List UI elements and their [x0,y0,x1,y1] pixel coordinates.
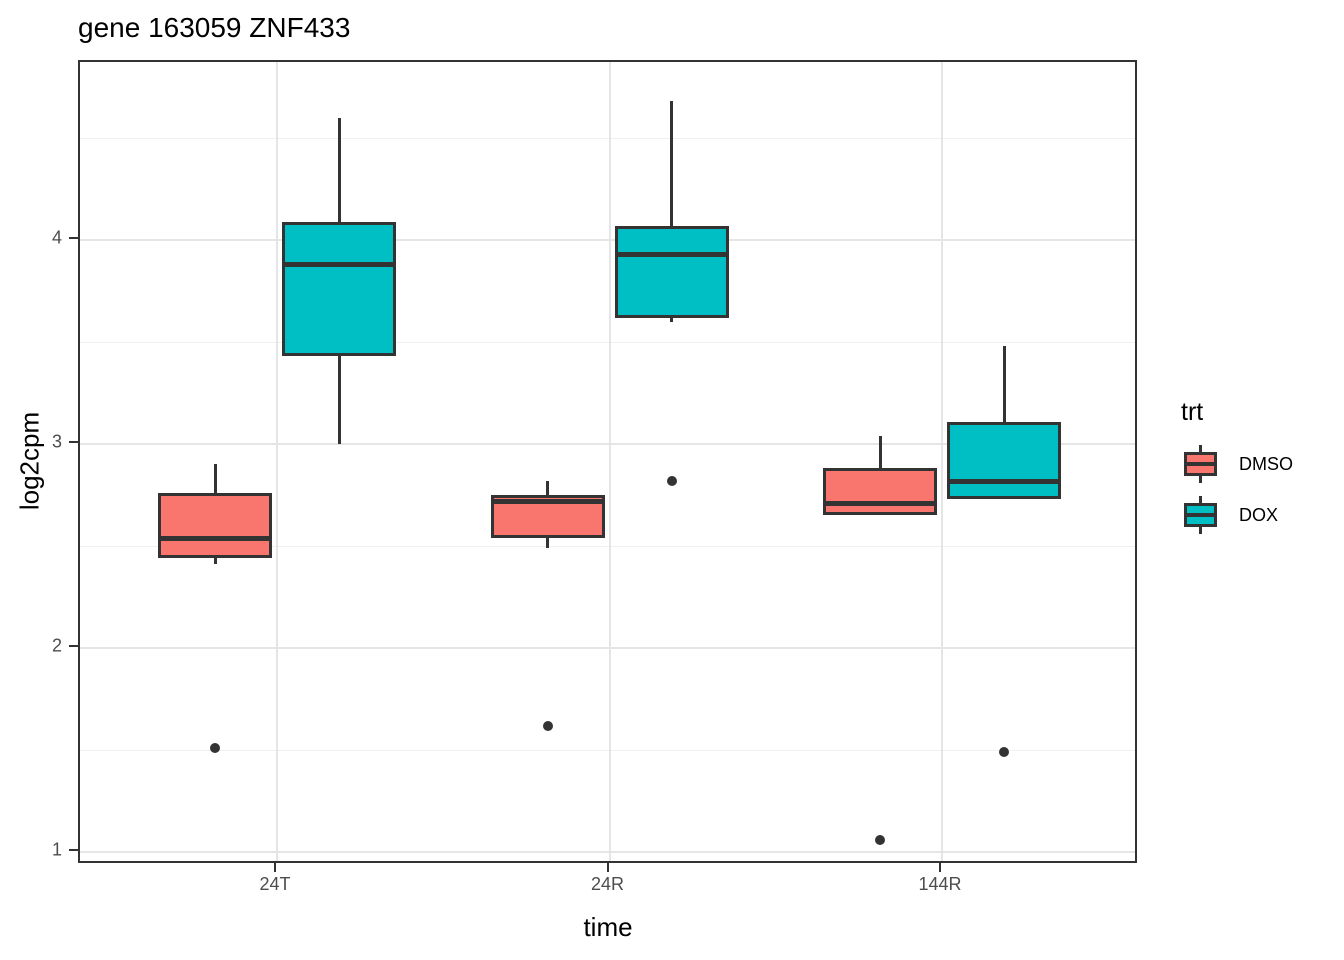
x-tick-label: 24T [259,874,291,894]
legend-entry-dox: DOX [1181,494,1293,536]
gridline-major-vertical [608,62,611,861]
boxplot-median-line [947,478,1061,484]
legend-key-median-line [1184,462,1217,466]
x-tick-mark [939,863,941,872]
boxplot-box [158,492,272,559]
boxplot-median-line [614,252,729,258]
boxplot-box [614,225,729,318]
x-tick-mark [606,863,609,872]
legend-label: DOX [1239,504,1279,525]
y-tick-mark [69,237,78,239]
boxplot-median-line [282,262,396,268]
gridline-minor-horizontal [80,138,1135,139]
outlier-point [999,747,1009,758]
gridline-minor-horizontal [80,342,1135,343]
gridline-minor-horizontal [80,750,1135,751]
boxplot-whisker [670,101,673,322]
boxplot-box [823,468,937,516]
gridline-major-horizontal [80,647,1135,649]
x-axis-title: time [583,912,633,942]
gridline-major-horizontal [80,851,1135,853]
legend-entry-dmso: DMSO [1181,443,1293,485]
x-tick-label: 24R [590,874,625,894]
legend-key-boxplot-icon [1181,494,1221,536]
y-tick-label: 4 [51,227,62,248]
gridline-major-vertical [941,62,943,861]
plot-panel [78,60,1137,863]
gridline-major-horizontal [80,443,1135,445]
gridline-major-horizontal [80,239,1135,241]
legend: trt DMSO DOX [1181,398,1293,545]
gridline-major-vertical [276,62,278,861]
legend-key-median-line [1184,513,1217,517]
y-axis-title: log2cpm [14,411,45,511]
legend-entries: DMSO DOX [1181,443,1293,536]
boxplot-median-line [823,501,937,507]
boxplot-median-line [490,499,605,505]
gridline-minor-horizontal [80,546,1135,547]
outlier-point [210,742,220,753]
boxplot-median-line [158,535,272,541]
legend-label: DMSO [1239,453,1293,474]
outlier-point [875,834,885,845]
x-tick-mark [274,863,276,872]
legend-key-boxplot-icon [1181,443,1221,485]
boxplot-box [947,421,1061,500]
legend-title: trt [1181,398,1204,426]
boxplot-box [282,221,396,357]
outlier-point [542,720,553,731]
y-tick-mark [69,849,78,851]
y-tick-label: 3 [51,431,62,452]
y-tick-mark [69,645,78,647]
x-tick-label: 144R [918,874,962,894]
y-tick-mark [69,441,78,443]
y-tick-label: 2 [51,635,62,656]
plot-title: gene 163059 ZNF433 [78,12,351,43]
y-tick-label: 1 [51,839,62,860]
outlier-point [666,475,677,486]
